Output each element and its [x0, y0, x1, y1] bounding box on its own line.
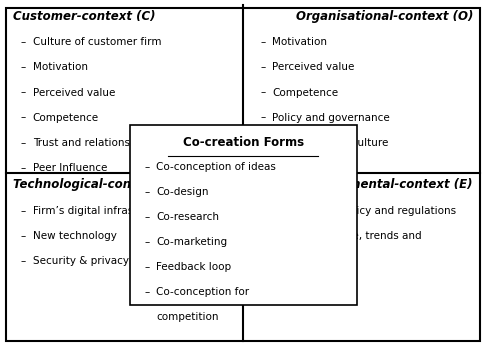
Text: competition: competition — [156, 312, 218, 322]
Text: Co-conception for: Co-conception for — [156, 287, 250, 297]
Text: –: – — [144, 262, 150, 272]
Text: Competence: Competence — [272, 88, 338, 98]
Text: –: – — [260, 88, 266, 98]
Text: Co-conception of ideas: Co-conception of ideas — [156, 162, 276, 172]
Text: –: – — [20, 206, 26, 216]
Text: –: – — [20, 231, 26, 241]
Text: –: – — [20, 163, 26, 173]
Text: –: – — [20, 256, 26, 266]
Text: competition: competition — [272, 256, 334, 266]
Text: –: – — [260, 206, 266, 216]
Text: Co-design: Co-design — [156, 187, 208, 197]
Text: –: – — [260, 231, 266, 241]
Text: –: – — [144, 187, 150, 197]
Text: Motivation: Motivation — [33, 63, 88, 72]
Text: –: – — [20, 37, 26, 47]
Text: –: – — [260, 37, 266, 47]
Text: Government policy and regulations: Government policy and regulations — [272, 206, 456, 216]
Text: Technological-context (T): Technological-context (T) — [14, 178, 181, 191]
Text: Security & privacy: Security & privacy — [33, 256, 129, 266]
Text: Feedback loop: Feedback loop — [156, 262, 232, 272]
Text: –: – — [20, 112, 26, 122]
Text: –: – — [260, 63, 266, 72]
Text: –: – — [144, 162, 150, 172]
Text: –: – — [144, 287, 150, 297]
Text: –: – — [20, 63, 26, 72]
Text: –: – — [260, 112, 266, 122]
Text: Motivation: Motivation — [272, 37, 327, 47]
Text: –: – — [20, 138, 26, 148]
Text: Organisational culture: Organisational culture — [272, 138, 388, 148]
Text: –: – — [144, 212, 150, 222]
Text: Perceived value: Perceived value — [272, 63, 354, 72]
Text: Firm’s digital infrastructure: Firm’s digital infrastructure — [33, 206, 175, 216]
Text: –: – — [260, 138, 266, 148]
Text: Customer-context (C): Customer-context (C) — [14, 10, 156, 23]
Text: –: – — [20, 88, 26, 98]
Text: Environmental-context (E): Environmental-context (E) — [298, 178, 473, 191]
Text: Competence: Competence — [33, 112, 99, 122]
Text: Market structure, trends and: Market structure, trends and — [272, 231, 422, 241]
Text: Policy and governance: Policy and governance — [272, 112, 390, 122]
Text: Perceived value: Perceived value — [33, 88, 115, 98]
FancyBboxPatch shape — [130, 125, 357, 305]
Text: Peer Influence: Peer Influence — [33, 163, 107, 173]
Text: New technology: New technology — [33, 231, 116, 241]
Text: –: – — [144, 237, 150, 247]
Text: Co-research: Co-research — [156, 212, 219, 222]
Text: Organisational-context (O): Organisational-context (O) — [296, 10, 473, 23]
Text: Culture of customer firm: Culture of customer firm — [33, 37, 162, 47]
Text: Co-creation Forms: Co-creation Forms — [182, 136, 304, 149]
Text: Co-marketing: Co-marketing — [156, 237, 228, 247]
Text: Trust and relationship: Trust and relationship — [33, 138, 146, 148]
